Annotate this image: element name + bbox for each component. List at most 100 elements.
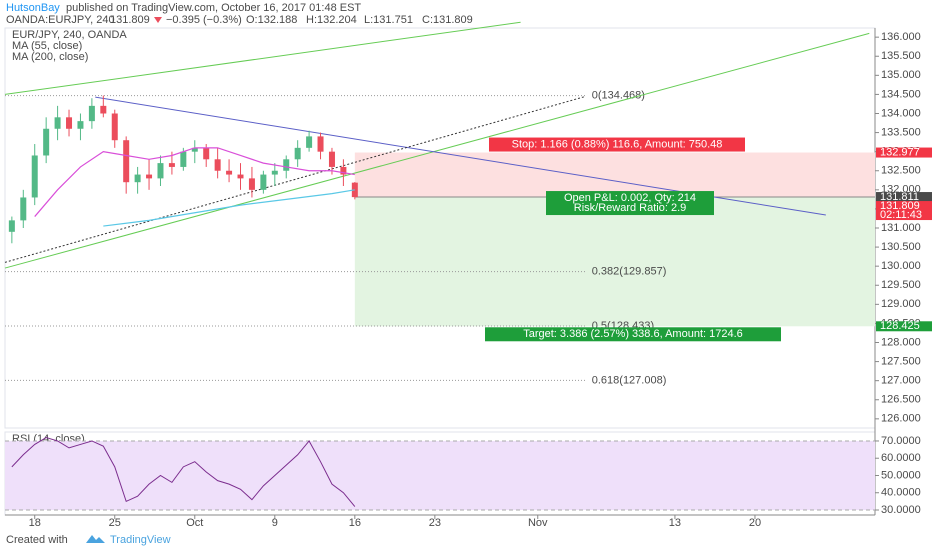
y-tick-label: 134.500	[881, 88, 921, 100]
y-tick-label: 135.000	[881, 69, 921, 81]
author[interactable]: HutsonBay	[6, 2, 60, 14]
y-tick-label: 127.000	[881, 375, 921, 387]
candle-body	[203, 147, 210, 160]
legend-entry: MA (200, close)	[12, 51, 88, 63]
timer-label: 02:11:43	[880, 209, 922, 221]
price-tag	[876, 321, 932, 332]
x-tick-label: Oct	[186, 517, 203, 529]
x-tick-label: 16	[349, 517, 361, 529]
y-tick-label: 130.000	[881, 260, 921, 272]
y-tick-label: 132.500	[881, 165, 921, 177]
y-tick-label: 60.0000	[881, 452, 921, 464]
candle-body	[146, 174, 153, 179]
stop-label: Stop: 1.166 (0.88%) 116.6, Amount: 750.4…	[512, 138, 723, 150]
candle-body	[8, 220, 15, 232]
symbol: OANDA:EURJPY, 240	[6, 14, 115, 26]
candle-body	[111, 113, 118, 141]
ma-line	[103, 189, 355, 227]
x-tick-label: 23	[429, 517, 441, 529]
price-tag	[876, 192, 932, 203]
candle-body	[306, 136, 313, 148]
target-zone	[354, 197, 875, 327]
candle-body	[328, 151, 335, 167]
candle-body	[340, 166, 347, 175]
price-tag-label: 131.809	[880, 200, 920, 212]
candle-body	[43, 128, 50, 156]
y-tick-label: 30.0000	[881, 504, 921, 516]
y-tick-label: 135.500	[881, 50, 921, 62]
rsi-line	[11, 436, 356, 507]
candle-body	[248, 178, 255, 190]
candle-body	[317, 136, 324, 152]
candle-body	[54, 117, 61, 129]
trend-line	[4, 21, 521, 95]
x-tick-label: 18	[29, 517, 41, 529]
y-tick-label: 129.500	[881, 279, 921, 291]
stop-label-box	[489, 137, 745, 152]
brand[interactable]: TradingView	[110, 534, 171, 546]
trend-line	[4, 95, 586, 263]
candle-body	[191, 147, 198, 152]
candle-body	[226, 170, 233, 175]
open: O:132.188	[246, 14, 297, 26]
fib-label: 0.382(129.857)	[592, 266, 667, 278]
candle-body	[294, 147, 301, 160]
candle-body	[180, 151, 187, 167]
y-tick-label: 126.000	[881, 413, 921, 425]
pnl-label: Open P&L: 0.002, Qty: 214	[564, 192, 696, 204]
x-tick-label: 25	[109, 517, 121, 529]
published: published on TradingView.com, October 16…	[66, 2, 361, 14]
candle-body	[271, 170, 278, 175]
y-tick-label: 134.000	[881, 107, 921, 119]
x-tick-label: 9	[272, 517, 278, 529]
candle-body	[214, 159, 221, 171]
trend-line	[4, 32, 870, 269]
candle-body	[237, 174, 244, 179]
legend-entry: MA (55, close)	[12, 40, 82, 52]
candle-body	[123, 140, 130, 183]
candle-body	[134, 174, 141, 183]
candle-body	[157, 163, 164, 179]
y-tick-label: 133.500	[881, 126, 921, 138]
candle-body	[20, 197, 27, 221]
created-with: Created with	[6, 534, 68, 546]
x-tick-label: 13	[669, 517, 681, 529]
stop-zone	[354, 152, 875, 198]
down-arrow	[154, 17, 162, 23]
y-tick-label: 130.500	[881, 241, 921, 253]
low: L:131.751	[364, 14, 413, 26]
high: H:132.204	[306, 14, 357, 26]
candle-body	[100, 105, 107, 114]
pnl-label-box	[546, 191, 714, 216]
fib-label: 0(134.468)	[592, 90, 645, 102]
ma-line	[34, 147, 355, 217]
y-tick-label: 129.000	[881, 298, 921, 310]
y-tick-label: 40.0000	[881, 487, 921, 499]
timer-tag	[876, 210, 932, 221]
price-tag-label: 128.425	[880, 320, 920, 332]
y-tick-label: 131.000	[881, 222, 921, 234]
candle-body	[168, 163, 175, 167]
y-tick-label: 126.500	[881, 394, 921, 406]
y-tick-label: 127.500	[881, 355, 921, 367]
y-tick-label: 50.0000	[881, 469, 921, 481]
candle-body	[88, 105, 95, 122]
candle-body	[260, 174, 267, 190]
candle-body	[31, 155, 38, 198]
price-tag	[876, 201, 932, 212]
candle-body	[66, 117, 73, 129]
target-label-box	[485, 327, 781, 342]
x-tick-label: 20	[749, 517, 761, 529]
candle-body	[77, 121, 84, 129]
candle-body	[283, 159, 290, 171]
rr-label: Risk/Reward Ratio: 2.9	[574, 202, 687, 214]
last: 131.809	[110, 14, 150, 26]
target-label: Target: 3.386 (2.57%) 338.6, Amount: 172…	[523, 328, 743, 340]
y-tick-label: 128.000	[881, 336, 921, 348]
change: −0.395 (−0.3%)	[166, 14, 242, 26]
legend-title: EUR/JPY, 240, OANDA	[12, 29, 127, 41]
x-tick-label: Nov	[528, 517, 548, 529]
logo	[86, 535, 105, 543]
